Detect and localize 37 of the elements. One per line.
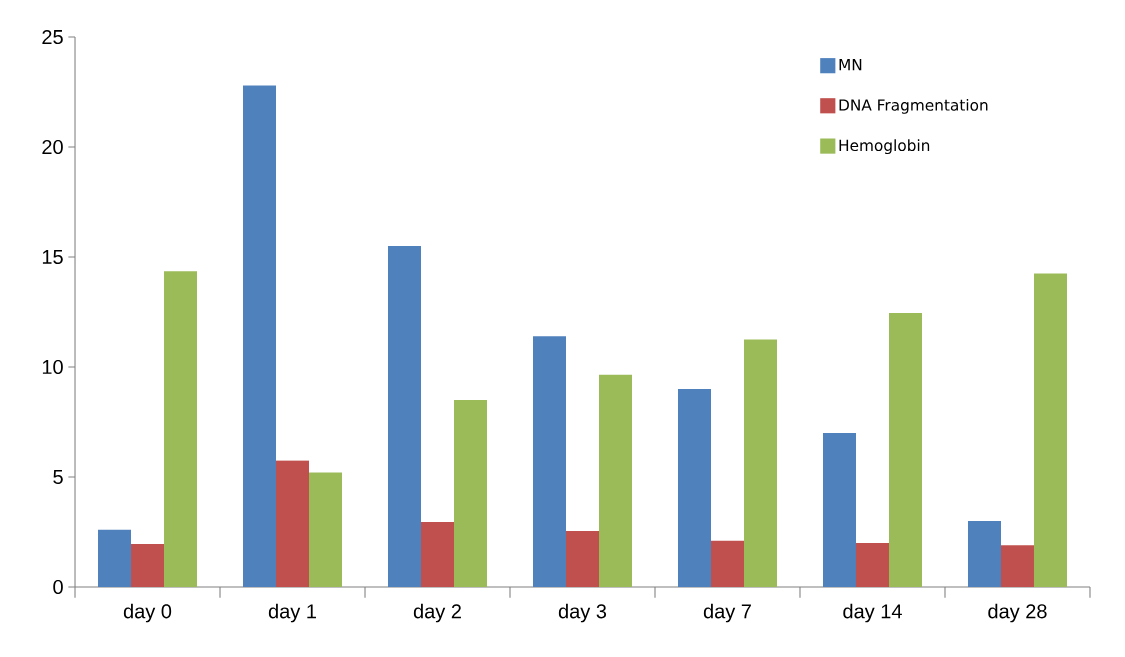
bar (533, 336, 566, 587)
bar (968, 520, 1001, 587)
bar (98, 529, 132, 587)
bar (678, 388, 711, 587)
x-tick-label: day 14 (843, 603, 902, 623)
legend-label: Hemoglobin (839, 139, 930, 155)
x-tick-label: day 3 (558, 603, 607, 623)
legend-label: MN (839, 59, 862, 71)
legend-label: DNA Fragmentation (839, 98, 988, 114)
y-tick-label: 25 (42, 29, 63, 45)
y-tick-label: 5 (53, 470, 63, 484)
bar (421, 522, 454, 587)
bar (599, 374, 632, 587)
bar (309, 472, 343, 587)
bar (454, 399, 487, 587)
y-tick-label: 0 (53, 579, 63, 595)
y-tick-label: 20 (42, 139, 63, 155)
bar (711, 540, 744, 587)
bar (823, 432, 856, 587)
bar (888, 313, 922, 587)
bar (856, 542, 889, 587)
bar (131, 544, 165, 587)
bar (566, 530, 599, 587)
bar (1000, 545, 1034, 587)
x-tick-label: day 7 (703, 603, 751, 623)
y-tick-label: 15 (42, 250, 63, 264)
y-tick-label: 10 (42, 359, 63, 375)
bar (276, 460, 310, 587)
x-tick-label: day 2 (413, 603, 461, 623)
x-tick-label: day 28 (988, 603, 1047, 623)
x-tick-label: day 1 (268, 603, 316, 623)
x-tick-label: day 0 (123, 603, 172, 623)
bar (388, 245, 422, 587)
bar (164, 271, 198, 587)
bar (744, 339, 777, 587)
bar (1034, 273, 1067, 587)
bar (243, 85, 277, 587)
